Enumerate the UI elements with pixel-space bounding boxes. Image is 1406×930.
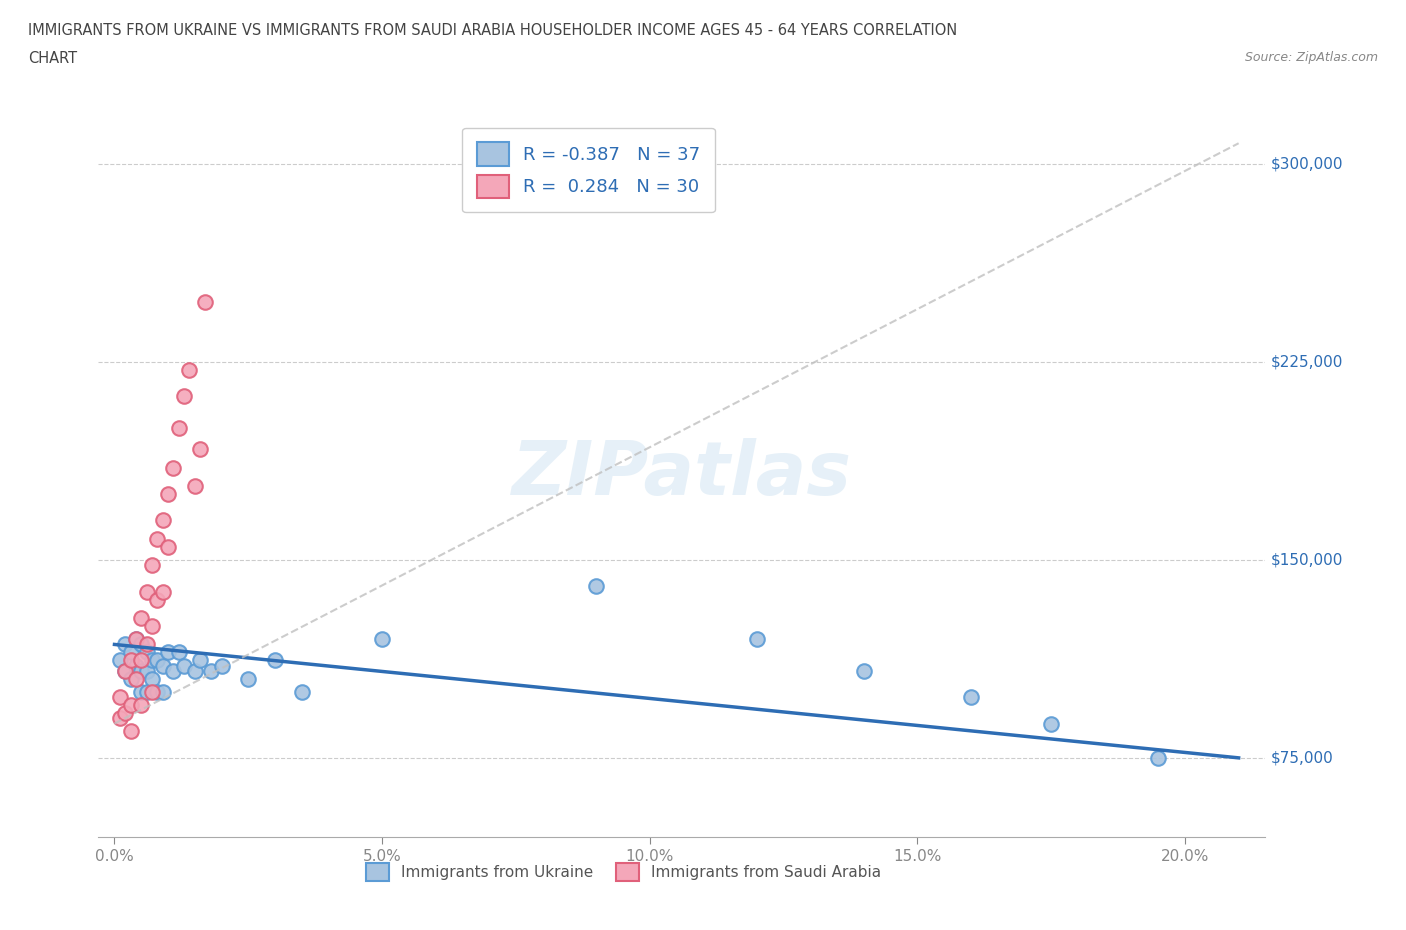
Point (135, 584, 157, 599)
Point (129, 637, 152, 652)
Point (141, 671, 163, 686)
Point (371, 631, 394, 646)
Point (152, 513, 174, 528)
Point (120, 653, 142, 668)
Text: $300,000: $300,000 (1271, 157, 1344, 172)
Point (120, 724, 142, 739)
Point (852, 663, 875, 678)
Point (129, 653, 152, 668)
Point (184, 663, 207, 678)
Text: CHART: CHART (28, 51, 77, 66)
Point (120, 698, 142, 712)
Point (152, 658, 174, 673)
Text: ZIPatlas: ZIPatlas (512, 438, 852, 511)
Text: Source: ZipAtlas.com: Source: ZipAtlas.com (1244, 51, 1378, 64)
Point (114, 637, 136, 652)
Point (1040, 716, 1063, 731)
Text: IMMIGRANTS FROM UKRAINE VS IMMIGRANTS FROM SAUDI ARABIA HOUSEHOLDER INCOME AGES : IMMIGRANTS FROM UKRAINE VS IMMIGRANTS FR… (28, 23, 957, 38)
Point (960, 690, 983, 705)
Point (188, 653, 211, 668)
Point (114, 706, 136, 721)
Point (146, 592, 169, 607)
Point (135, 644, 157, 659)
Point (194, 294, 217, 309)
Point (108, 653, 131, 668)
Text: $150,000: $150,000 (1271, 552, 1344, 567)
Point (1147, 751, 1170, 765)
Point (129, 698, 152, 712)
Point (745, 631, 768, 646)
Point (156, 539, 179, 554)
Point (179, 363, 201, 378)
Point (141, 558, 163, 573)
Point (120, 644, 142, 659)
Point (135, 637, 157, 652)
Point (146, 531, 169, 546)
Point (135, 684, 157, 699)
Point (238, 671, 260, 686)
Point (129, 611, 152, 626)
Point (108, 711, 131, 725)
Point (162, 460, 184, 475)
Point (141, 684, 163, 699)
Point (152, 584, 174, 599)
Point (125, 671, 148, 686)
Point (129, 663, 152, 678)
Point (162, 663, 184, 678)
Point (135, 663, 157, 678)
Point (200, 663, 222, 678)
Point (211, 658, 233, 673)
Point (120, 671, 142, 686)
Point (184, 479, 207, 494)
Point (114, 663, 136, 678)
Point (108, 690, 131, 705)
Point (264, 653, 287, 668)
Text: $225,000: $225,000 (1271, 354, 1344, 370)
Point (156, 644, 179, 659)
Point (125, 658, 148, 673)
Point (173, 389, 195, 404)
Point (141, 618, 163, 633)
Point (152, 684, 174, 699)
Point (129, 684, 152, 699)
Point (188, 442, 211, 457)
Point (146, 653, 169, 668)
Point (156, 486, 179, 501)
Point (114, 663, 136, 678)
Point (173, 658, 195, 673)
Point (167, 644, 190, 659)
Point (291, 684, 314, 699)
Point (141, 653, 163, 668)
Point (585, 579, 607, 594)
Point (146, 684, 169, 699)
Point (125, 631, 148, 646)
Point (125, 631, 148, 646)
Text: $75,000: $75,000 (1271, 751, 1334, 765)
Legend: Immigrants from Ukraine, Immigrants from Saudi Arabia: Immigrants from Ukraine, Immigrants from… (360, 857, 887, 887)
Point (167, 420, 190, 435)
